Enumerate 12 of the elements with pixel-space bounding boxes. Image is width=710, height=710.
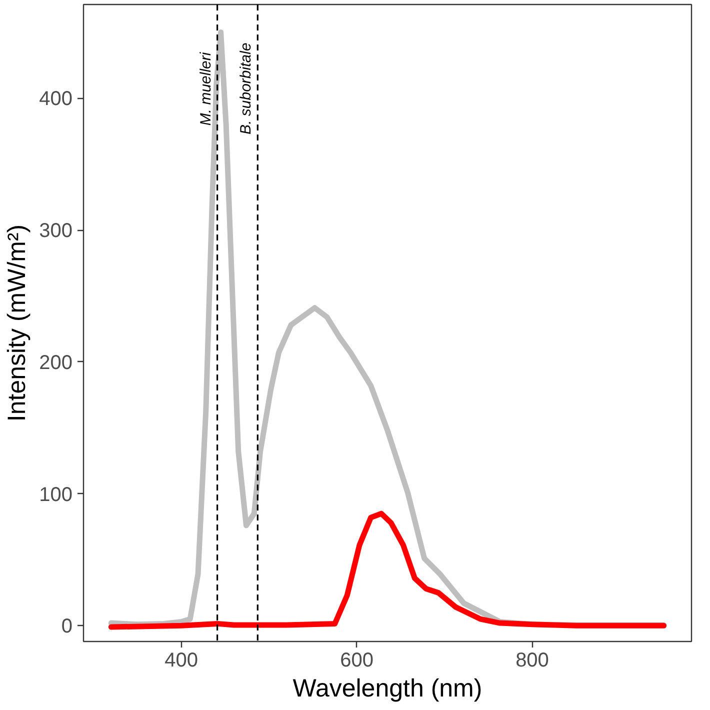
- x-tick-label: 400: [164, 650, 198, 672]
- ref-line-label: B. suborbitale: [238, 42, 255, 134]
- y-axis-title: Intensity (mW/m²): [3, 224, 32, 422]
- y-tick-label: 300: [39, 220, 73, 242]
- y-tick-label: 0: [61, 616, 72, 638]
- y-tick-label: 100: [39, 484, 73, 506]
- x-tick-label: 800: [516, 650, 549, 672]
- y-tick-label: 200: [39, 352, 73, 374]
- x-axis-title: Wavelength (nm): [292, 674, 482, 702]
- ref-line-label: M. muelleri: [197, 52, 214, 126]
- x-tick-label: 600: [340, 650, 374, 672]
- y-tick-label: 400: [39, 88, 73, 110]
